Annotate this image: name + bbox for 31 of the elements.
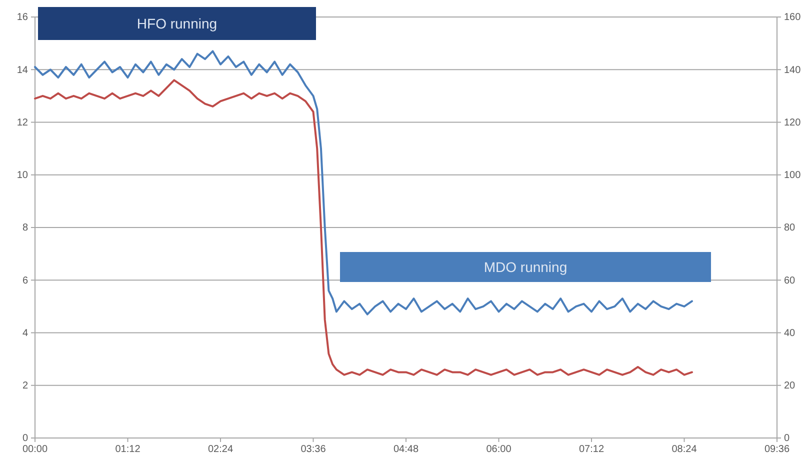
y2-tick-label: 40 — [784, 328, 796, 339]
x-tick-label: 09:36 — [764, 444, 790, 456]
y2-tick-label: 0 — [784, 433, 790, 444]
y-tick-label: 8 — [22, 222, 28, 234]
x-tick-label: 04:48 — [393, 444, 419, 456]
y-tick-label: 0 — [22, 433, 28, 444]
y2-tick-label: 120 — [784, 117, 802, 128]
y-tick-label: 14 — [16, 64, 28, 76]
y-tick-label: 12 — [16, 117, 28, 128]
x-tick-label: 08:24 — [672, 444, 698, 456]
y-tick-label: 16 — [16, 12, 28, 24]
annotation: MDO running — [484, 259, 568, 275]
y-tick-label: 10 — [16, 170, 28, 182]
x-tick-label: 02:24 — [208, 444, 234, 456]
line-series — [34, 79, 693, 376]
y2-tick-label: 140 — [784, 64, 802, 76]
y-tick-label: 4 — [22, 328, 28, 339]
y2-tick-label: 160 — [784, 12, 802, 24]
y-tick-label: 2 — [22, 380, 28, 392]
x-tick-label: 07:12 — [578, 444, 604, 456]
x-tick-label: 01:12 — [115, 444, 141, 456]
x-tick-label: 00:00 — [22, 444, 48, 456]
y-tick-label: 6 — [22, 275, 28, 286]
x-tick-label: 03:36 — [300, 444, 326, 456]
y2-tick-label: 100 — [784, 170, 802, 182]
y2-tick-label: 20 — [784, 380, 796, 392]
line-series — [34, 50, 693, 316]
annotation: HFO running — [136, 16, 218, 32]
y2-tick-label: 80 — [784, 222, 796, 234]
x-tick-label: 06:00 — [486, 444, 512, 456]
y2-tick-label: 60 — [784, 275, 796, 286]
